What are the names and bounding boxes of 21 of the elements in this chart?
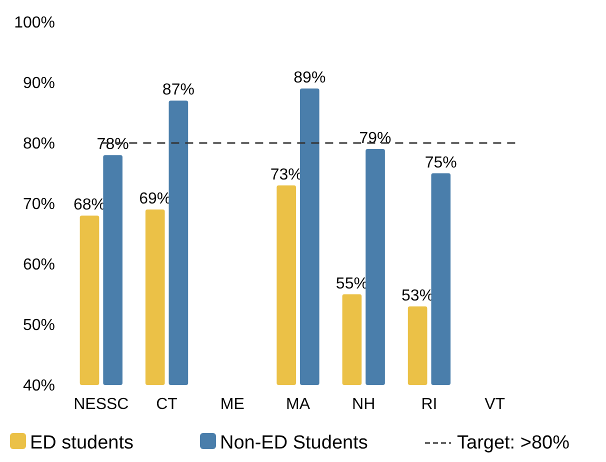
- legend-label: ED students: [30, 432, 134, 454]
- y-tick-label: 100%: [14, 14, 55, 32]
- y-tick-label: 90%: [22, 75, 55, 92]
- data-label: 79%: [359, 130, 392, 148]
- data-label: 75%: [424, 154, 457, 172]
- y-tick-label: 50%: [22, 317, 55, 334]
- x-tick-label: NH: [352, 396, 376, 413]
- legend-label: Non-ED Students: [220, 432, 368, 454]
- data-label: 87%: [162, 82, 194, 99]
- y-tick-label: 60%: [22, 256, 55, 274]
- x-tick-label: VT: [484, 396, 506, 413]
- x-tick-label: RI: [421, 396, 438, 413]
- y-tick-label: 70%: [22, 196, 55, 214]
- data-label: 89%: [294, 70, 326, 87]
- legend-label: Target: >80%: [457, 432, 570, 454]
- x-tick-label: NESSC: [74, 396, 129, 413]
- x-tick-label: MA: [286, 396, 310, 413]
- x-tick-label: CT: [156, 396, 178, 413]
- y-tick-label: 80%: [22, 136, 55, 153]
- x-tick-label: ME: [220, 396, 244, 413]
- y-tick-label: 40%: [22, 378, 55, 395]
